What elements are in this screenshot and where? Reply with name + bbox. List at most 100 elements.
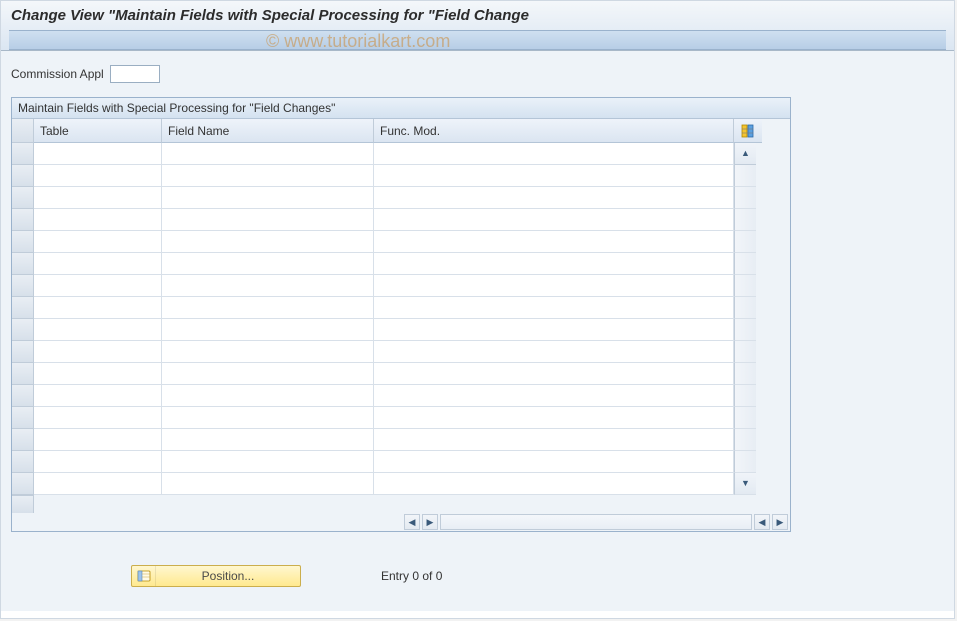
- table-cell[interactable]: [374, 451, 734, 473]
- row-selector[interactable]: [12, 231, 34, 253]
- row-selector[interactable]: [12, 363, 34, 385]
- table-cell[interactable]: [374, 143, 734, 165]
- row-selector[interactable]: [12, 385, 34, 407]
- commission-appl-label: Commission Appl: [11, 67, 104, 81]
- vscroll-track[interactable]: [734, 209, 756, 231]
- table-cell[interactable]: [374, 231, 734, 253]
- vscroll-track[interactable]: [734, 429, 756, 451]
- table-cell[interactable]: [34, 385, 162, 407]
- row-selector[interactable]: [12, 407, 34, 429]
- column-header-table[interactable]: Table: [34, 119, 162, 143]
- vscroll-track[interactable]: [734, 407, 756, 429]
- table-cell[interactable]: [34, 341, 162, 363]
- table-cell[interactable]: [34, 407, 162, 429]
- hscroll-right-button[interactable]: ▶: [422, 514, 438, 530]
- table-settings-button[interactable]: [734, 119, 762, 143]
- grid-select-all-bottom[interactable]: [12, 495, 34, 513]
- column-header-field-name[interactable]: Field Name: [162, 119, 374, 143]
- table-cell[interactable]: [374, 385, 734, 407]
- table-cell[interactable]: [374, 253, 734, 275]
- hscroll-left-button[interactable]: ◀: [404, 514, 420, 530]
- table-cell[interactable]: [374, 319, 734, 341]
- table-cell[interactable]: [162, 297, 374, 319]
- table-cell[interactable]: [162, 473, 374, 495]
- commission-appl-input[interactable]: [110, 65, 160, 83]
- select-all-marker[interactable]: [12, 119, 34, 143]
- table-cell[interactable]: [374, 275, 734, 297]
- table-cell[interactable]: [374, 297, 734, 319]
- table-cell[interactable]: [374, 187, 734, 209]
- table-cell[interactable]: [162, 143, 374, 165]
- row-selector[interactable]: [12, 319, 34, 341]
- table-cell[interactable]: [162, 319, 374, 341]
- vscroll-track[interactable]: [734, 187, 756, 209]
- table-cell[interactable]: [34, 231, 162, 253]
- table-cell[interactable]: [374, 473, 734, 495]
- table-cell[interactable]: [34, 363, 162, 385]
- table-row: [12, 231, 790, 253]
- table-cell[interactable]: [162, 341, 374, 363]
- vscroll-track[interactable]: [734, 297, 756, 319]
- table-cell[interactable]: [162, 385, 374, 407]
- table-cell[interactable]: [34, 165, 162, 187]
- row-selector[interactable]: [12, 429, 34, 451]
- table-cell[interactable]: [374, 407, 734, 429]
- hscroll-left-button-2[interactable]: ◀: [754, 514, 770, 530]
- table-cell[interactable]: [162, 275, 374, 297]
- table-cell[interactable]: [162, 429, 374, 451]
- vscroll-track[interactable]: [734, 451, 756, 473]
- vscroll-track[interactable]: [734, 231, 756, 253]
- table-cell[interactable]: [34, 187, 162, 209]
- vscroll-track[interactable]: [734, 319, 756, 341]
- table-cell[interactable]: [162, 451, 374, 473]
- table-cell[interactable]: [34, 275, 162, 297]
- table-cell[interactable]: [34, 297, 162, 319]
- column-header-func-mod[interactable]: Func. Mod.: [374, 119, 734, 143]
- vscroll-track[interactable]: [734, 253, 756, 275]
- table-cell[interactable]: [34, 429, 162, 451]
- row-selector[interactable]: [12, 253, 34, 275]
- row-selector[interactable]: [12, 209, 34, 231]
- vscroll-track[interactable]: [734, 165, 756, 187]
- hscroll-right-button-2[interactable]: ▶: [772, 514, 788, 530]
- table-cell[interactable]: [162, 363, 374, 385]
- vscroll-track[interactable]: [734, 385, 756, 407]
- row-selector[interactable]: [12, 143, 34, 165]
- table-cell[interactable]: [374, 165, 734, 187]
- table-cell[interactable]: [162, 253, 374, 275]
- table-cell[interactable]: [162, 187, 374, 209]
- table-cell[interactable]: [34, 253, 162, 275]
- row-selector[interactable]: [12, 297, 34, 319]
- row-selector[interactable]: [12, 341, 34, 363]
- row-selector[interactable]: [12, 165, 34, 187]
- table-cell[interactable]: [162, 231, 374, 253]
- table-cell[interactable]: [34, 473, 162, 495]
- vscroll-track[interactable]: [734, 341, 756, 363]
- hscroll-track[interactable]: [440, 514, 752, 530]
- table-cell[interactable]: [34, 451, 162, 473]
- table-cell[interactable]: [374, 209, 734, 231]
- row-selector[interactable]: [12, 275, 34, 297]
- row-selector[interactable]: [12, 451, 34, 473]
- chevron-right-icon: ▶: [427, 518, 434, 527]
- table-cell[interactable]: [34, 143, 162, 165]
- row-selector[interactable]: [12, 187, 34, 209]
- table-cell[interactable]: [34, 319, 162, 341]
- vscroll-track[interactable]: [734, 275, 756, 297]
- chevron-left-icon: ◀: [759, 518, 766, 527]
- table-row: ▲: [12, 143, 790, 165]
- table-cell[interactable]: [374, 363, 734, 385]
- toolbar-strip: [9, 30, 946, 50]
- table-row: [12, 165, 790, 187]
- vscroll-up-button[interactable]: ▲: [734, 143, 756, 165]
- table-cell[interactable]: [374, 429, 734, 451]
- table-cell[interactable]: [162, 407, 374, 429]
- position-button[interactable]: Position...: [131, 565, 301, 587]
- table-cell[interactable]: [374, 341, 734, 363]
- table-cell[interactable]: [162, 165, 374, 187]
- vscroll-down-button[interactable]: ▼: [734, 473, 756, 495]
- table-cell[interactable]: [162, 209, 374, 231]
- table-cell[interactable]: [34, 209, 162, 231]
- row-selector[interactable]: [12, 473, 34, 495]
- vscroll-track[interactable]: [734, 363, 756, 385]
